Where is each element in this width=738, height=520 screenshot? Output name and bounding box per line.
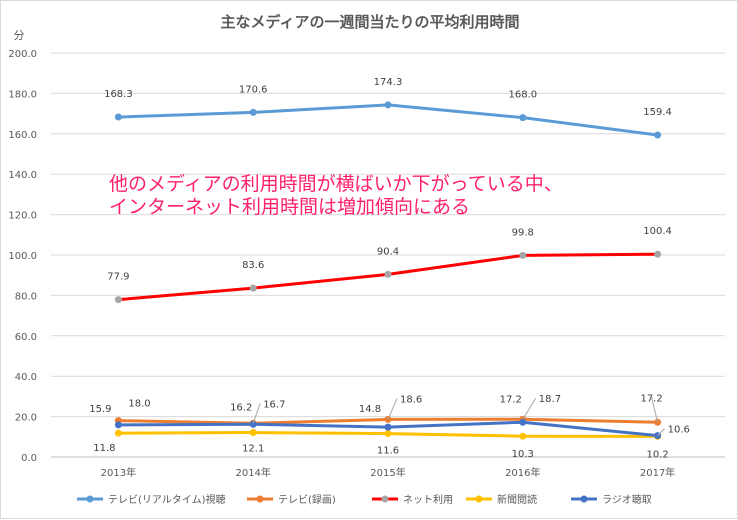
data-label: 17.2 <box>640 393 662 404</box>
y-tick-label: 140.0 <box>8 170 37 181</box>
data-point <box>384 430 392 438</box>
data-label: 170.6 <box>239 84 268 95</box>
y-tick-label: 200.0 <box>8 49 37 60</box>
data-point <box>114 296 122 304</box>
legend: テレビ(リアルタイム)視聴 テレビ(録画) ネット利用 新聞閲読 ラジオ聴取 <box>77 493 652 506</box>
data-label: 77.9 <box>107 272 129 283</box>
data-label: 100.4 <box>643 226 672 237</box>
y-tick-labels: 0.0 20.0 40.0 60.0 80.0 100.0 120.0 140.0 160.0 1… <box>8 49 37 464</box>
legend-label: 新聞閲読 <box>497 493 537 506</box>
annotation: 他のメディアの利用時間が横ばいか下がっている中、 インターネット利用時間は増加傾… <box>109 173 563 218</box>
legend-marker <box>475 495 483 503</box>
data-label: 10.6 <box>668 425 690 436</box>
legend-label: ラジオ聴取 <box>602 494 652 506</box>
x-tick-labels: 2013年 2014年 2015年 2016年 2017年 <box>101 466 676 479</box>
data-label: 83.6 <box>242 260 264 271</box>
label-leader <box>387 398 398 420</box>
y-axis-label: 分 <box>14 29 25 42</box>
data-label: 159.4 <box>643 107 672 118</box>
legend-marker <box>256 495 264 503</box>
data-label: 14.8 <box>359 404 381 415</box>
data-point <box>114 421 122 429</box>
y-tick-label: 120.0 <box>8 211 37 222</box>
data-point <box>114 429 122 437</box>
data-label: 15.9 <box>89 404 111 415</box>
legend-marker <box>381 495 389 503</box>
data-labels: 168.3 170.6 174.3 168.0 159.4 77.9 83.6 90.4 99.… <box>89 77 690 460</box>
legend-label: テレビ(録画) <box>278 493 336 506</box>
series-lines <box>116 103 660 438</box>
chart-title: 主なメディアの一週間当たりの平均利用時間 <box>221 13 520 31</box>
annotation-line-1: 他のメディアの利用時間が横ばいか下がっている中、 <box>109 173 563 195</box>
data-label: 18.0 <box>128 399 150 410</box>
data-point <box>249 108 257 116</box>
x-tick-label: 2017年 <box>640 466 675 479</box>
y-tick-label: 20.0 <box>15 413 37 424</box>
data-label: 90.4 <box>377 246 399 257</box>
legend-marker <box>86 495 94 503</box>
data-point <box>654 250 662 258</box>
legend-label: テレビ(リアルタイム)視聴 <box>108 493 226 506</box>
series-markers <box>114 101 662 440</box>
data-label: 10.2 <box>646 449 668 460</box>
series-line <box>116 103 660 137</box>
data-label: 174.3 <box>374 77 403 88</box>
y-tick-label: 180.0 <box>8 89 37 100</box>
data-point <box>519 418 527 426</box>
data-label: 16.2 <box>230 402 252 413</box>
legend-marker <box>580 495 588 503</box>
data-point <box>249 429 257 437</box>
x-tick-label: 2014年 <box>235 466 270 479</box>
data-label: 17.2 <box>500 394 522 405</box>
data-label: 10.3 <box>512 449 534 460</box>
y-tick-label: 100.0 <box>8 251 37 262</box>
x-tick-label: 2013年 <box>101 466 136 479</box>
x-tick-label: 2016年 <box>505 466 540 479</box>
data-label: 18.6 <box>400 394 422 405</box>
data-point <box>384 270 392 278</box>
data-point <box>249 284 257 292</box>
data-label: 99.8 <box>512 227 534 238</box>
data-label: 18.7 <box>539 394 561 405</box>
data-point <box>384 101 392 109</box>
data-point <box>519 114 527 122</box>
label-leader <box>252 403 261 424</box>
y-tick-label: 40.0 <box>15 372 37 383</box>
data-point <box>114 113 122 121</box>
label-leader <box>657 428 665 436</box>
data-point <box>384 423 392 431</box>
legend-label: ネット利用 <box>403 494 453 506</box>
gridlines <box>51 52 725 458</box>
label-leader <box>522 397 537 420</box>
data-label: 16.7 <box>263 399 285 410</box>
data-label: 11.6 <box>377 446 399 457</box>
data-label: 11.8 <box>93 443 115 454</box>
data-point <box>654 131 662 139</box>
x-tick-label: 2015年 <box>370 466 405 479</box>
y-tick-label: 160.0 <box>8 130 37 141</box>
y-tick-label: 60.0 <box>15 332 37 343</box>
annotation-line-2: インターネット利用時間は増加傾向にある <box>109 196 470 218</box>
y-tick-label: 80.0 <box>15 291 37 302</box>
data-point <box>249 420 257 428</box>
label-leader <box>651 397 659 423</box>
data-label: 168.0 <box>508 90 537 101</box>
y-tick-label: 0.0 <box>21 453 37 464</box>
data-label: 168.3 <box>104 89 133 100</box>
data-point <box>519 251 527 259</box>
data-point <box>519 432 527 440</box>
data-label: 12.1 <box>242 444 264 455</box>
